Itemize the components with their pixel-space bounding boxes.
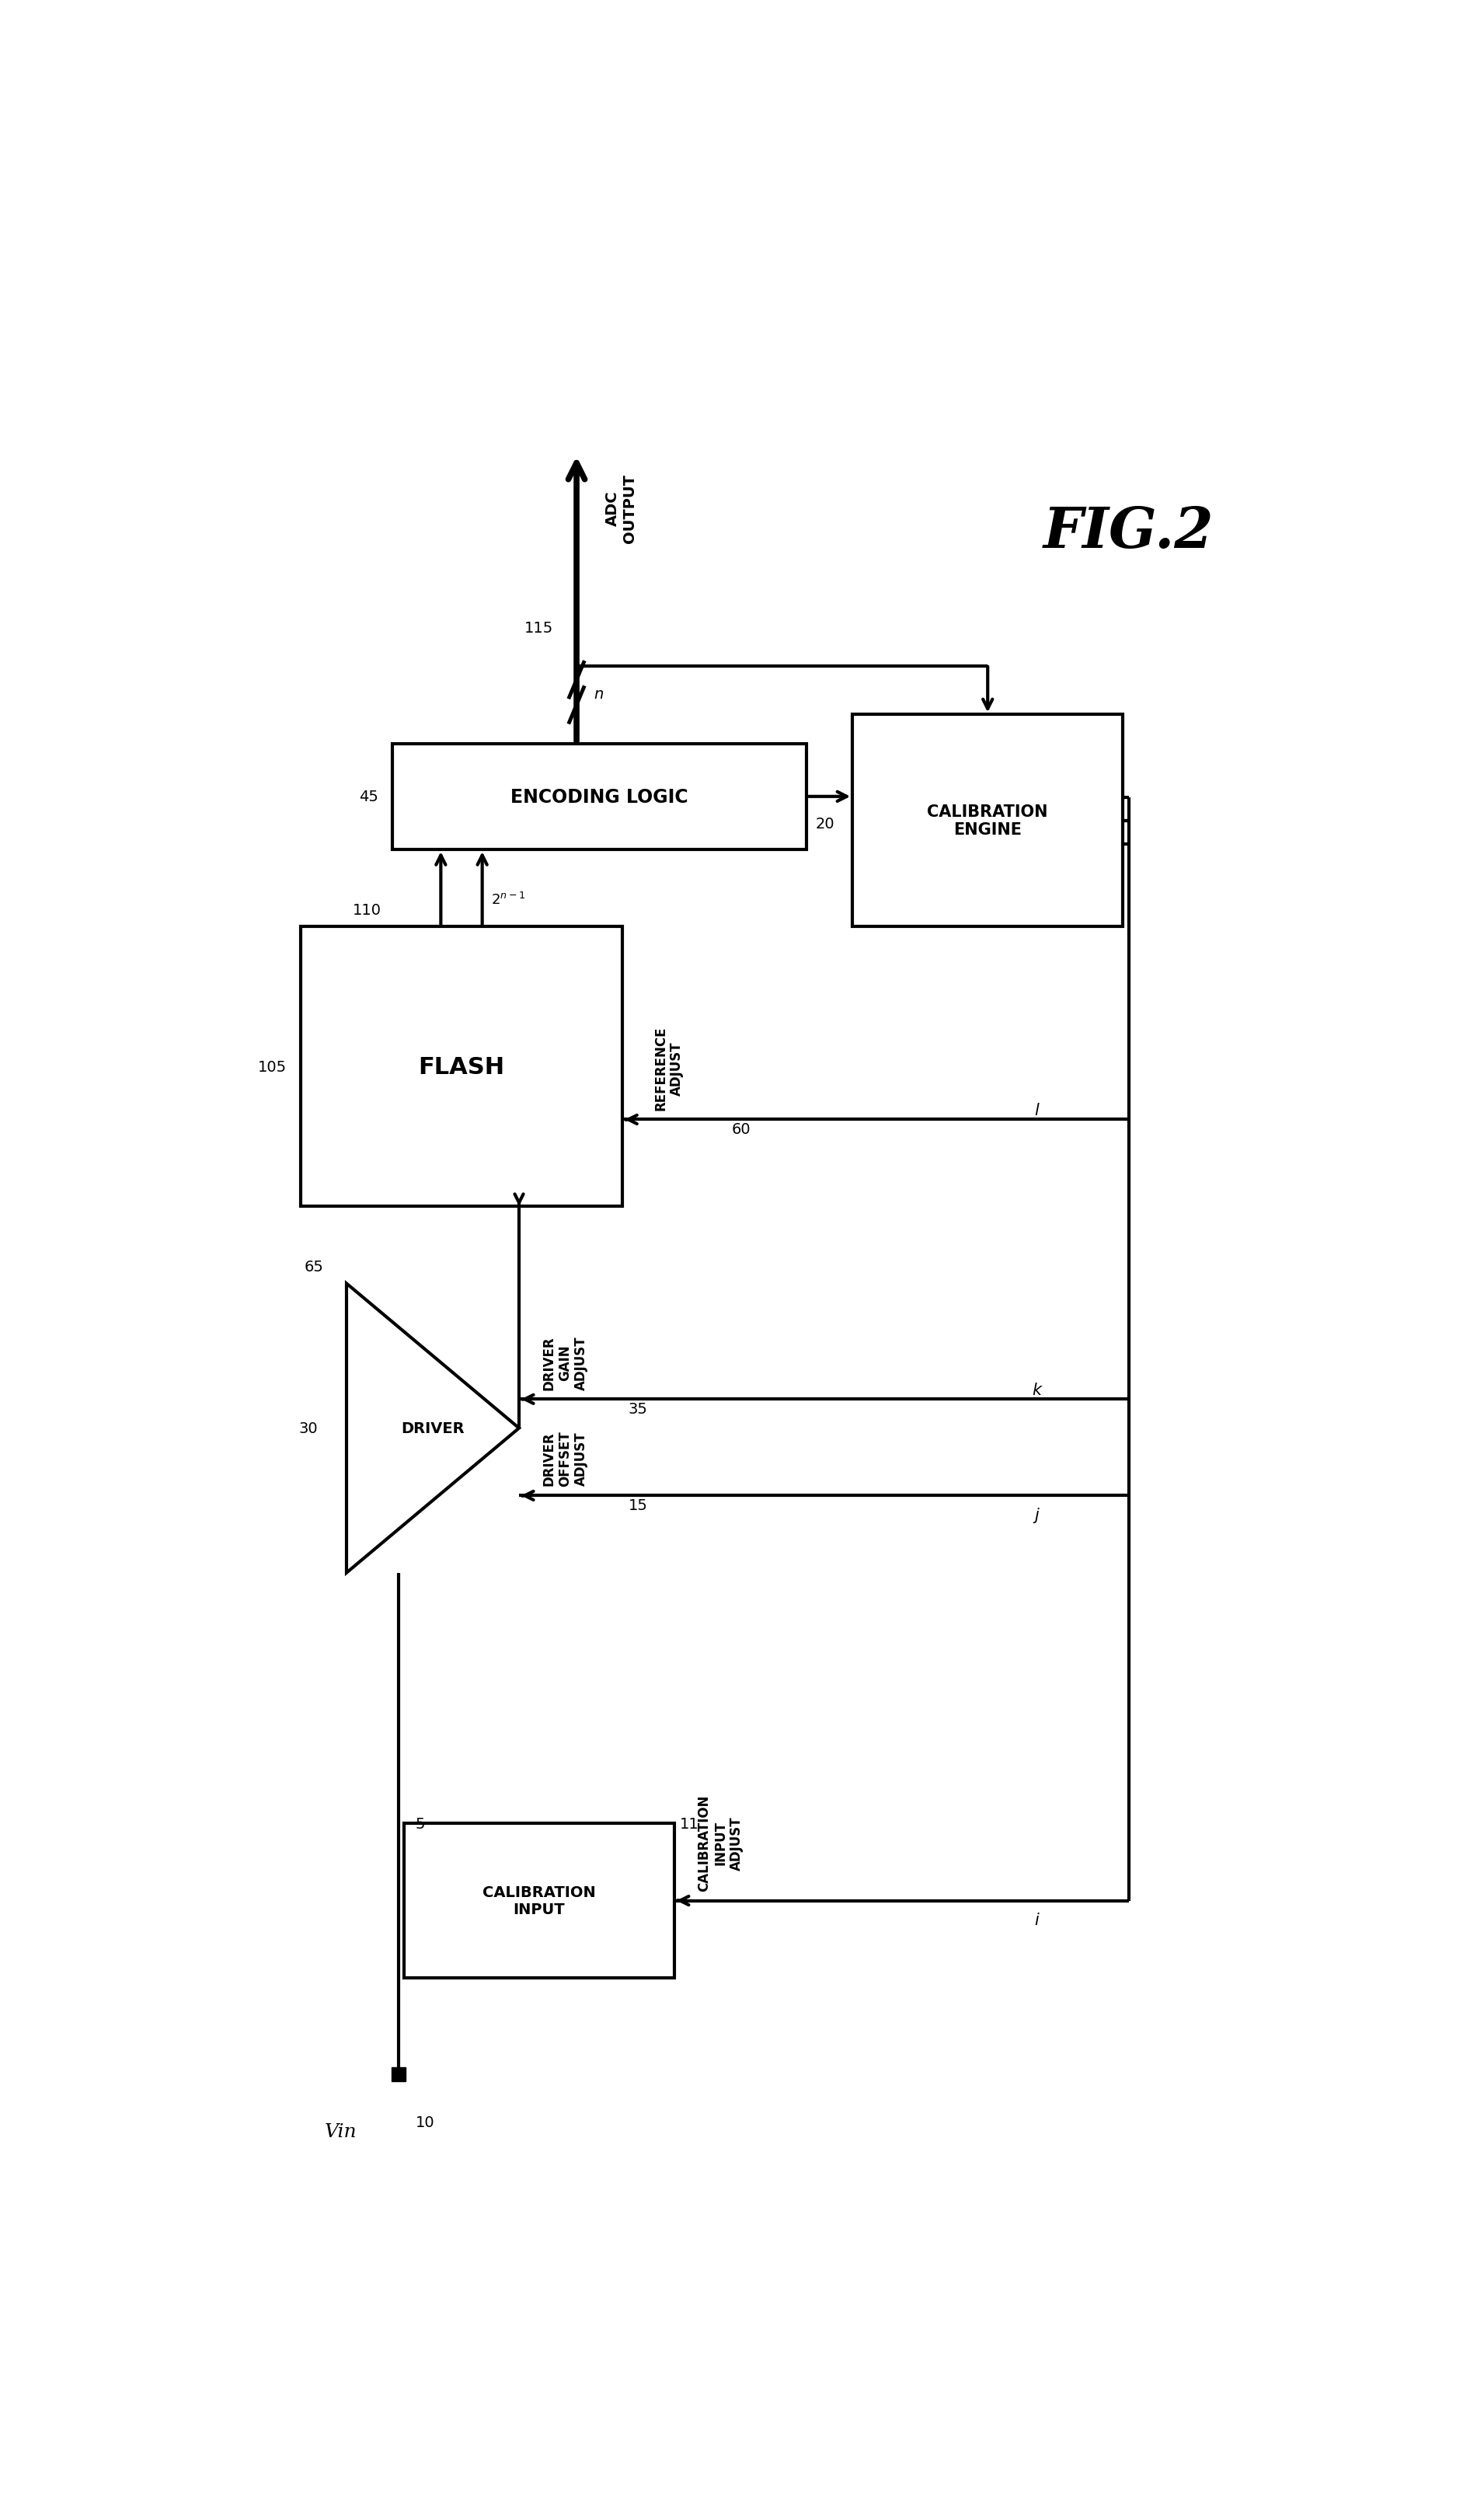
Text: CALIBRATION
ENGINE: CALIBRATION ENGINE [928,804,1048,839]
Text: 15: 15 [628,1497,647,1512]
Text: 60: 60 [732,1122,751,1137]
Bar [404,1823,674,1978]
Text: DRIVER
GAIN
ADJUST: DRIVER GAIN ADJUST [542,1335,588,1390]
Text: FLASH: FLASH [418,1057,505,1079]
Text: FIG.2: FIG.2 [1043,503,1214,558]
Bar [392,744,807,849]
Text: REFERENCE
ADJUST: REFERENCE ADJUST [653,1027,684,1109]
Bar [852,716,1123,926]
Text: Vin: Vin [325,2123,358,2141]
Text: k: k [1031,1382,1042,1397]
Text: DRIVER
OFFSET
ADJUST: DRIVER OFFSET ADJUST [542,1430,588,1487]
Text: l: l [1034,1102,1039,1119]
Text: 11: 11 [680,1815,699,1830]
Bar [300,926,623,1207]
Text: n: n [594,686,604,701]
Text: 110: 110 [352,904,381,916]
Text: 65: 65 [304,1260,324,1275]
Text: 10: 10 [416,2116,435,2131]
Text: 20: 20 [816,816,835,831]
Text: j: j [1034,1507,1039,1522]
Text: 45: 45 [359,789,378,804]
Text: $2^{n-1}$: $2^{n-1}$ [491,891,525,909]
Text: 115: 115 [524,621,554,636]
Text: CALIBRATION
INPUT: CALIBRATION INPUT [482,1886,595,1916]
Text: ADC
OUTPUT: ADC OUTPUT [605,473,637,543]
Text: 30: 30 [298,1422,318,1435]
Text: ENCODING LOGIC: ENCODING LOGIC [510,789,689,806]
Text: i: i [1034,1913,1039,1928]
Text: 5: 5 [416,1815,426,1830]
Text: 105: 105 [258,1059,286,1074]
Text: CALIBRATION
INPUT
ADJUST: CALIBRATION INPUT ADJUST [697,1795,743,1891]
Text: DRIVER: DRIVER [401,1422,464,1435]
Text: 35: 35 [628,1402,647,1417]
